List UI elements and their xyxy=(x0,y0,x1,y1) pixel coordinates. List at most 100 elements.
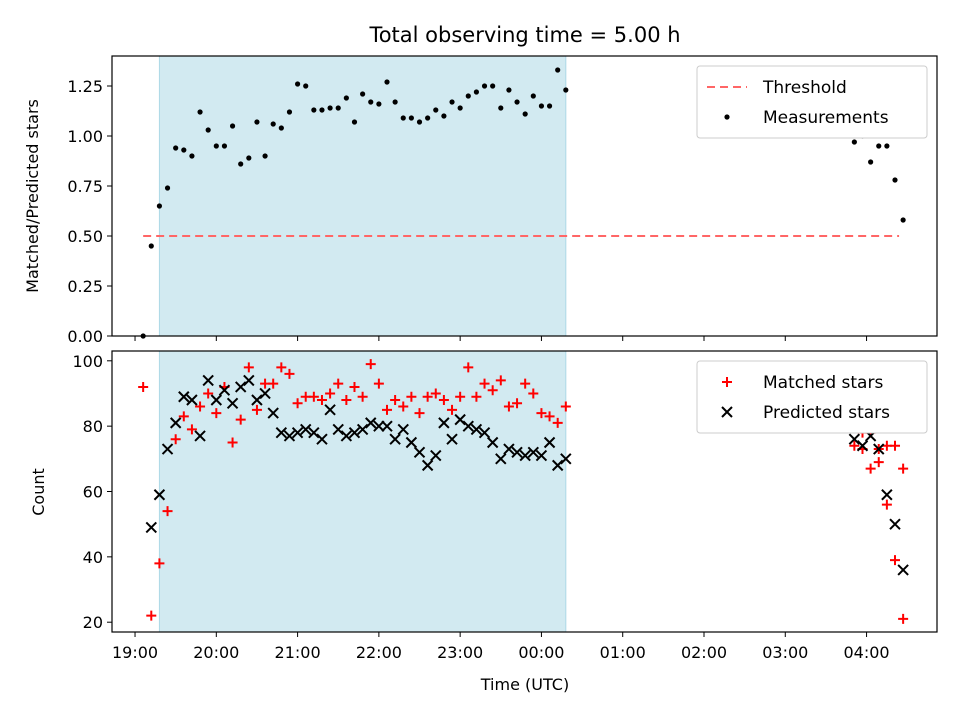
top-y-tick-label: 0.75 xyxy=(67,177,103,196)
matched-stars-point xyxy=(890,555,901,566)
matched-stars-point xyxy=(178,411,189,422)
measurement-point xyxy=(400,115,406,121)
top-y-tick-label: 0.00 xyxy=(67,327,103,346)
matched-stars-point xyxy=(308,391,319,402)
measurement-point xyxy=(368,99,374,105)
predicted-stars-point xyxy=(421,459,434,472)
x-tick-label: 20:00 xyxy=(193,643,239,662)
predicted-stars-point xyxy=(897,564,909,576)
predicted-stars-point xyxy=(543,436,556,449)
measurement-point xyxy=(197,109,203,115)
measurement-point xyxy=(238,161,244,167)
predicted-stars-point xyxy=(430,449,442,462)
measurement-point xyxy=(392,99,398,105)
measurement-point xyxy=(506,87,512,93)
matched-stars-point xyxy=(276,362,287,373)
top-observing-span xyxy=(158,55,567,337)
predicted-stars-point xyxy=(234,381,247,393)
matched-stars-point xyxy=(447,404,458,415)
matched-stars-point xyxy=(398,401,409,412)
matched-stars-point xyxy=(479,378,490,389)
measurement-point xyxy=(441,113,447,119)
x-tick-label: 03:00 xyxy=(762,643,808,662)
matched-stars-point xyxy=(503,401,514,412)
measurement-point xyxy=(221,143,228,149)
x-tick-label: 23:00 xyxy=(437,643,483,662)
measurement-point xyxy=(278,125,284,131)
matched-stars-point xyxy=(292,398,303,409)
measurement-point xyxy=(546,103,553,109)
matched-stars-point xyxy=(211,408,222,419)
predicted-stars-point xyxy=(551,459,564,472)
matched-stars-point xyxy=(873,457,884,468)
measurement-point xyxy=(181,147,187,153)
predicted-stars-point xyxy=(202,374,214,387)
measurement-point xyxy=(868,159,874,165)
measurement-point xyxy=(514,99,520,105)
matched-stars-point xyxy=(552,417,563,428)
matched-stars-point xyxy=(186,424,197,435)
bottom-y-tick-label: 80 xyxy=(83,417,103,436)
measurement-point xyxy=(205,127,211,133)
matched-stars-point xyxy=(227,437,238,448)
measurement-point xyxy=(416,119,423,125)
predicted-stars-point xyxy=(470,423,483,436)
x-tick-label: 21:00 xyxy=(275,643,321,662)
measurement-point xyxy=(884,143,890,149)
measurement-point xyxy=(173,145,179,151)
bottom-y-tick-label: 60 xyxy=(83,483,103,502)
measurement-point xyxy=(156,203,163,209)
predicted-stars-point xyxy=(356,423,369,436)
chart-title: Total observing time = 5.00 h xyxy=(368,23,680,47)
matched-stars-point xyxy=(154,558,165,569)
measurement-point xyxy=(892,177,898,183)
predicted-stars-point xyxy=(365,417,377,429)
predicted-stars-point xyxy=(519,449,531,462)
matched-stars-point xyxy=(528,388,539,399)
matched-stars-point xyxy=(495,375,506,386)
top-plot-frame xyxy=(111,55,938,337)
matched-stars-point xyxy=(849,440,860,451)
predicted-stars-point xyxy=(218,384,231,396)
matched-stars-point xyxy=(898,463,909,474)
top-y-tick-label: 0.25 xyxy=(67,277,103,296)
predicted-stars-point xyxy=(454,413,466,426)
predicted-stars-point xyxy=(169,417,182,429)
predicted-stars-point xyxy=(373,420,385,432)
legend-label: Measurements xyxy=(763,108,889,128)
matched-stars-point xyxy=(487,385,498,396)
measurement-point xyxy=(465,93,471,99)
measurement-point xyxy=(433,107,439,113)
measurement-point xyxy=(555,67,561,73)
matched-stars-point xyxy=(463,362,474,373)
top-legend-box xyxy=(696,65,928,139)
measurement-point xyxy=(294,81,301,87)
matched-stars-point xyxy=(512,398,523,409)
top-y-tick-label: 1.00 xyxy=(67,127,103,146)
predicted-stars-point xyxy=(251,394,263,406)
predicted-stars-point xyxy=(848,433,861,445)
bottom-series-0 xyxy=(138,359,909,621)
matched-stars-point xyxy=(406,391,417,402)
measurement-point xyxy=(343,95,349,101)
measurement-point xyxy=(303,83,309,89)
bottom-y-tick-label: 40 xyxy=(83,548,103,567)
matched-stars-point xyxy=(881,499,892,510)
measurement-point xyxy=(457,105,463,111)
predicted-stars-point xyxy=(226,397,239,409)
matched-stars-point xyxy=(146,610,157,621)
predicted-stars-point xyxy=(267,407,279,419)
matched-stars-point xyxy=(162,506,173,517)
measurement-point xyxy=(319,107,325,113)
predicted-stars-point xyxy=(161,443,174,455)
top-y-tick-label: 1.25 xyxy=(67,77,103,96)
top-series-1 xyxy=(851,133,906,223)
predicted-stars-point xyxy=(300,423,312,436)
measurement-point xyxy=(360,91,366,97)
matched-stars-point xyxy=(414,408,425,419)
predicted-stars-point xyxy=(145,521,157,534)
matched-stars-point xyxy=(520,378,531,389)
legend-matched-swatch xyxy=(722,377,732,387)
predicted-stars-point xyxy=(389,433,401,445)
